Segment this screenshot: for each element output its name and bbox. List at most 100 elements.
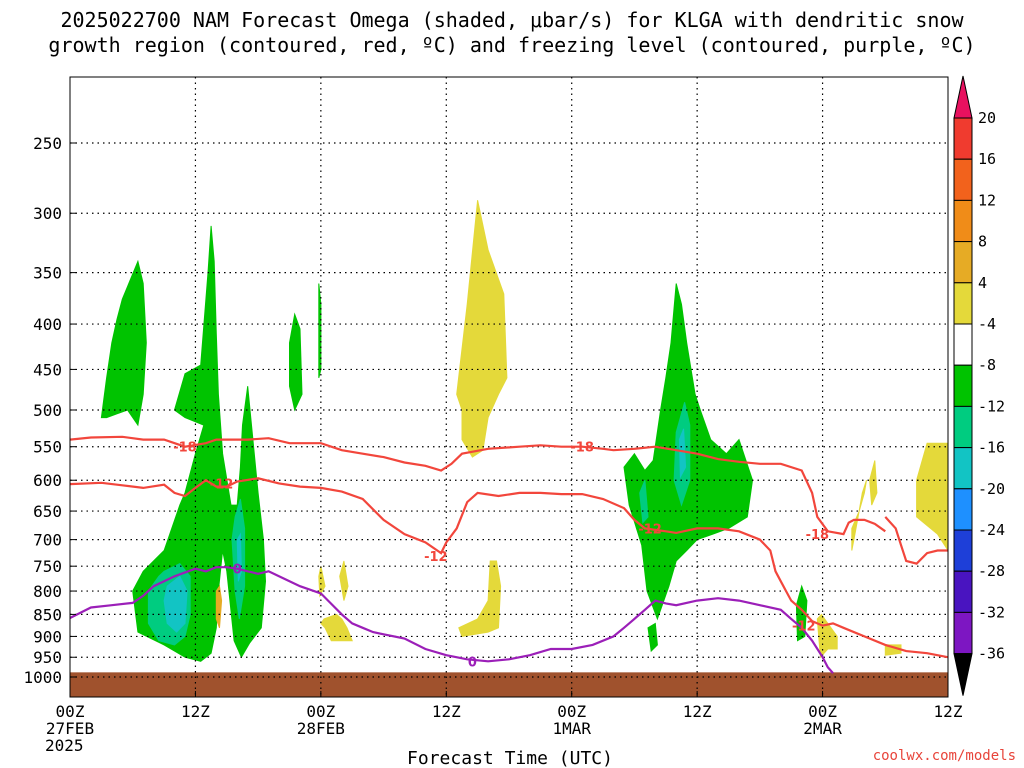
contour-label--12: -12 (210, 477, 234, 492)
omega-shaded-regions (100, 200, 948, 662)
omega-region--6-5 (647, 622, 658, 653)
y-tick-label: 800 (33, 582, 62, 601)
plot-frame (69, 76, 949, 698)
colorbar-swatch (953, 364, 973, 407)
contour-label--12: -12 (638, 522, 662, 537)
y-tick-label: 300 (33, 204, 62, 223)
x-tick-label: 00Z (557, 702, 586, 721)
omega-region--6-6 (795, 584, 808, 642)
x-tick-label: 00Z (808, 702, 837, 721)
x-tick-label: 12Z (181, 702, 210, 721)
omega-region-6-1 (458, 560, 502, 637)
colorbar-bottom-arrow (953, 653, 973, 696)
contour-lines (70, 435, 948, 674)
contour-label-0: 0 (233, 563, 242, 578)
colorbar-swatch (953, 241, 973, 284)
y-tick-label: 650 (33, 502, 62, 521)
y-tick-label: 250 (33, 134, 62, 153)
contour-line--12b (884, 516, 948, 565)
y-tick-label: 450 (33, 360, 62, 379)
chart-title-line-1: 2025022700 NAM Forecast Omega (shaded, μ… (60, 8, 964, 32)
y-tick-label: 350 (33, 264, 62, 283)
colorbar-swatch (953, 323, 973, 366)
chart-title-line-2: growth region (contoured, red, ºC) and f… (48, 33, 975, 57)
x-tick-label: 1MAR (552, 719, 591, 738)
contour-label--18: -18 (806, 528, 830, 543)
colorbar-swatch (953, 488, 973, 531)
colorbar-level-label: 4 (978, 274, 987, 292)
colorbar-level-label: 20 (978, 109, 996, 127)
omega-region-6-0 (456, 200, 508, 458)
colorbar-level-label: -12 (978, 397, 1005, 415)
colorbar-swatch (953, 405, 973, 449)
omega-region-6-7 (851, 480, 867, 551)
contour-label--12: -12 (792, 620, 816, 635)
colorbar-level-label: 8 (978, 233, 987, 251)
y-tick-label: 900 (33, 627, 62, 646)
contour-label--18: -18 (570, 441, 594, 456)
colorbar-level-label: -28 (978, 562, 1005, 580)
colorbar-level-label: -20 (978, 480, 1005, 498)
colorbar-top-arrow (953, 75, 973, 119)
contour-label--12: -12 (424, 550, 448, 565)
x-tick-label: 00Z (56, 702, 85, 721)
colorbar-swatch (953, 117, 973, 160)
colorbar-level-label: 12 (978, 191, 996, 209)
colorbar-swatch (953, 199, 973, 243)
contour-line--18 (70, 435, 886, 536)
colorbar-swatch (953, 611, 973, 655)
colorbar-level-label: -4 (978, 315, 996, 333)
omega-region-6-4 (339, 560, 349, 601)
x-tick-label: 2025 (45, 736, 84, 755)
colorbar-level-label: 16 (978, 150, 996, 168)
omega-region-6-8 (869, 460, 878, 506)
omega-region--6-2 (289, 312, 303, 412)
x-tick-label: 12Z (934, 702, 963, 721)
colorbar-swatch (953, 529, 973, 572)
omega-region-6-5 (816, 613, 838, 659)
y-tick-label: 850 (33, 605, 62, 624)
x-tick-label: 12Z (683, 702, 712, 721)
y-tick-label: 700 (33, 531, 62, 550)
ground-band (70, 672, 948, 697)
contour-line--12 (70, 477, 948, 659)
x-tick-label: 28FEB (297, 719, 345, 738)
x-tick-label: 12Z (432, 702, 461, 721)
contour-label-0: 0 (468, 655, 477, 670)
omega-region-6-6 (916, 442, 948, 552)
omega-region--14-0 (163, 575, 188, 633)
contour-labels: -18 -18 -18 -12 -12 -12 -12 0 0 (173, 441, 830, 671)
credit-text: coolwx.com/models (873, 748, 1016, 764)
x-axis-label: Forecast Time (UTC) (407, 748, 613, 768)
colorbar-level-label: -36 (978, 645, 1005, 663)
x-tick-label: 00Z (306, 702, 335, 721)
colorbar-swatch (953, 570, 973, 613)
y-tick-label: 750 (33, 557, 62, 576)
y-axis: 250 300 350 400 450 500 550 600 650 700 750 800 850 9… (23, 134, 76, 687)
colorbar-swatch (953, 447, 973, 490)
ground-surface (70, 672, 948, 697)
omega-region-6-2 (318, 566, 326, 598)
y-tick-label: 950 (33, 648, 62, 667)
y-tick-label: 1000 (23, 668, 62, 687)
colorbar-swatch (953, 158, 973, 201)
omega-region-6-3 (320, 613, 353, 642)
omega-region--6-0 (100, 259, 147, 427)
omega-colorbar: 20 16 12 8 4 -4 -8 -12 -16 -20 -24 -28 -32 -36 (953, 75, 1005, 696)
colorbar-swatch (953, 282, 973, 325)
colorbar-level-label: -8 (978, 356, 996, 374)
contour-label--18: -18 (173, 441, 197, 456)
omega-region--14-2 (678, 428, 687, 479)
omega-region--10-3 (639, 480, 649, 524)
y-tick-label: 400 (33, 315, 62, 334)
x-tick-label: 27FEB (46, 719, 94, 738)
y-tick-label: 600 (33, 471, 62, 490)
omega-region-10-0 (215, 584, 223, 628)
pressure-gridlines (70, 77, 948, 697)
y-tick-label: 500 (33, 401, 62, 420)
contour-line-0 (70, 566, 834, 674)
colorbar-level-label: -24 (978, 521, 1005, 539)
y-tick-label: 550 (33, 438, 62, 457)
